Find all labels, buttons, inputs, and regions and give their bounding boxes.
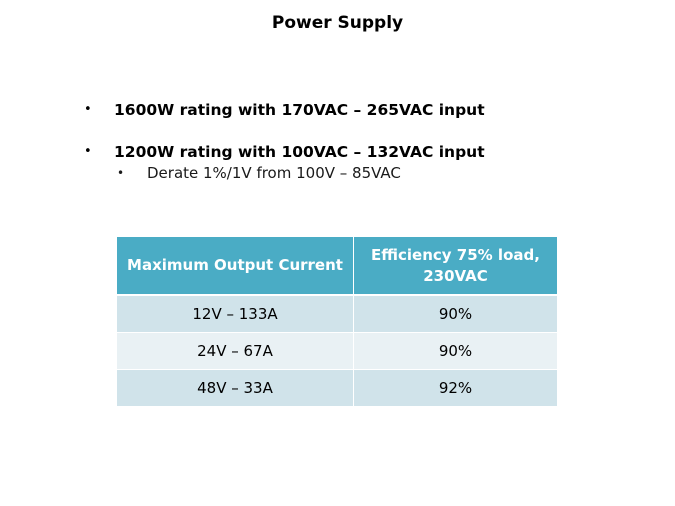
bullet-text: 1200W rating with 100VAC – 132VAC input [114, 143, 485, 161]
sub-bullet-text: Derate 1%/1V from 100V – 85VAC [147, 164, 401, 182]
table-cell: 48V – 33A [116, 369, 354, 407]
column-header-output-current: Maximum Output Current [116, 236, 354, 296]
table-cell: 92% [353, 369, 558, 407]
table-header-row: Maximum Output Current Efficiency 75% lo… [116, 236, 558, 296]
bullet-marker: • [84, 144, 92, 159]
column-header-efficiency: Efficiency 75% load, 230VAC [353, 236, 558, 296]
specs-table: Maximum Output Current Efficiency 75% lo… [116, 236, 558, 407]
table-cell: 12V – 133A [116, 294, 354, 333]
bullet-item: • 1200W rating with 100VAC – 132VAC inpu… [84, 142, 644, 162]
bullet-list: • 1600W rating with 170VAC – 265VAC inpu… [84, 100, 644, 184]
bullet-marker: • [84, 102, 92, 117]
table-cell: 90% [353, 294, 558, 333]
sub-bullet-item: • Derate 1%/1V from 100V – 85VAC [114, 162, 644, 184]
bullet-text: 1600W rating with 170VAC – 265VAC input [114, 101, 485, 119]
table-row: 48V – 33A 92% [116, 369, 558, 407]
table-cell: 90% [353, 332, 558, 370]
slide-title: Power Supply [271, 13, 404, 33]
sub-bullet-marker: • [117, 166, 125, 180]
table-row: 24V – 67A 90% [116, 332, 558, 370]
table-row: 12V – 133A 90% [116, 294, 558, 333]
table-cell: 24V – 67A [116, 332, 354, 370]
bullet-item: • 1600W rating with 170VAC – 265VAC inpu… [84, 100, 644, 120]
